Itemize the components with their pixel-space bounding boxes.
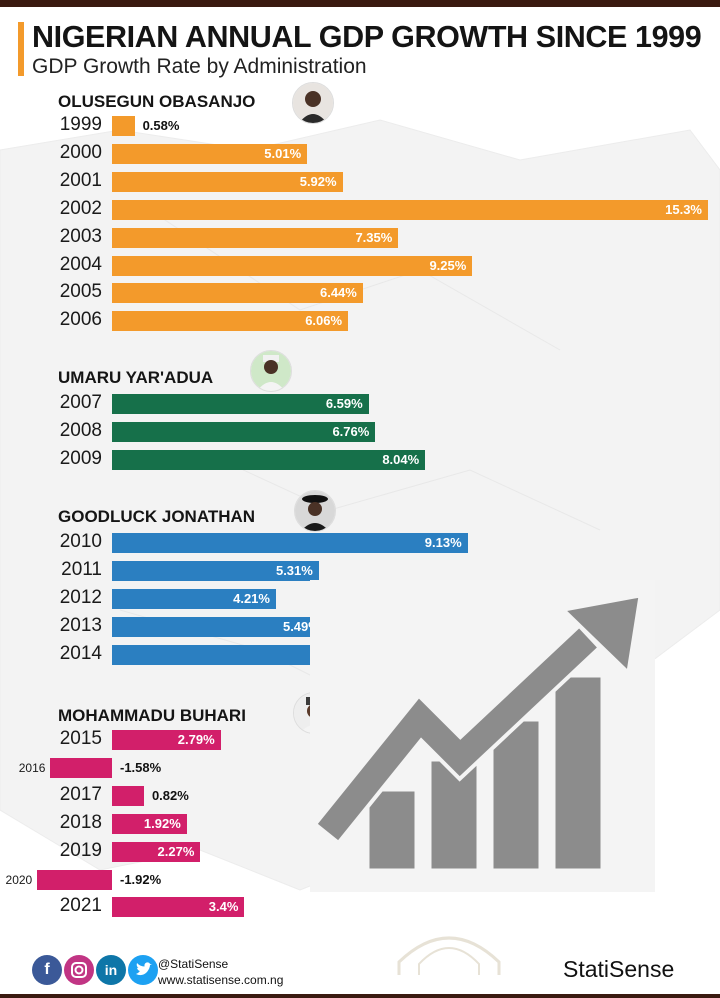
year-label-2019: 2019 xyxy=(59,839,102,861)
value-label-2010: 9.13% xyxy=(424,535,462,550)
year-label-2009: 2009 xyxy=(59,447,102,469)
title-accent-bar xyxy=(18,22,24,76)
year-label-2005: 2005 xyxy=(59,281,102,303)
value-label-2001: 5.92% xyxy=(299,173,337,189)
value-label-2011: 5.31% xyxy=(275,562,313,578)
avatar-obasanjo xyxy=(292,82,334,124)
value-label-2000: 5.01% xyxy=(264,145,302,161)
year-label-2004: 2004 xyxy=(59,253,102,275)
bar-2009 xyxy=(112,449,426,470)
bar-2018 xyxy=(112,813,187,834)
bar-2013 xyxy=(112,616,326,637)
admin-name-buhari: MOHAMMADU BUHARI xyxy=(58,706,246,725)
bottom-border xyxy=(0,994,720,998)
growth-chart-graphic xyxy=(310,580,655,892)
watermark-logo xyxy=(397,936,501,975)
website-url[interactable]: www.statisense.com.ng xyxy=(158,973,284,987)
bar-2012 xyxy=(112,588,276,609)
bar-2002 xyxy=(112,199,708,220)
brand-logo: StatiSense xyxy=(563,956,675,982)
avatar-jonathan xyxy=(294,490,336,532)
bar-2007 xyxy=(112,394,369,414)
bar-2006 xyxy=(112,311,349,332)
value-label-2015: 2.79% xyxy=(177,732,215,747)
bar-2014 xyxy=(112,644,355,665)
bar-2010 xyxy=(112,533,468,553)
bar-2001 xyxy=(112,171,343,192)
year-label-2020: 2020 xyxy=(5,872,33,887)
bar-2000 xyxy=(112,143,308,164)
year-label-2015: 2015 xyxy=(59,728,102,749)
year-label-2003: 2003 xyxy=(59,225,102,247)
year-label-1999: 1999 xyxy=(59,114,102,135)
bar-2004 xyxy=(112,255,473,276)
admin-name-jonathan: GOODLUCK JONATHAN xyxy=(58,507,256,526)
year-label-2001: 2001 xyxy=(59,169,102,191)
value-label-2007: 6.59% xyxy=(325,396,363,411)
value-label-2019: 2.27% xyxy=(157,843,195,859)
year-label-2016: 2016 xyxy=(18,760,46,775)
year-label-2008: 2008 xyxy=(59,419,102,441)
value-label-2016: -1.58% xyxy=(120,759,162,775)
top-border xyxy=(0,0,720,7)
value-label-2012: 4.21% xyxy=(233,590,270,606)
bar-2008 xyxy=(112,421,376,442)
year-label-2018: 2018 xyxy=(59,811,102,833)
value-label-1999: 0.58% xyxy=(142,118,180,133)
value-label-2013: 5.49% xyxy=(282,618,320,634)
year-label-2012: 2012 xyxy=(59,586,102,608)
year-label-2017: 2017 xyxy=(59,783,102,805)
value-label-2018: 1.92% xyxy=(143,815,181,831)
value-label-2008: 6.76% xyxy=(332,423,370,439)
bar-2021 xyxy=(112,897,245,918)
bar-2019 xyxy=(112,841,201,862)
avatar-yaradua xyxy=(250,350,292,392)
facebook-icon[interactable]: f xyxy=(32,955,62,985)
twitter-icon[interactable] xyxy=(128,955,158,985)
value-label-2020: -1.92% xyxy=(120,871,162,887)
year-label-2000: 2000 xyxy=(59,141,102,163)
year-label-2006: 2006 xyxy=(59,309,102,331)
value-label-2004: 9.25% xyxy=(429,257,467,273)
year-label-2007: 2007 xyxy=(59,392,102,413)
year-label-2011: 2011 xyxy=(61,558,102,580)
value-label-2017: 0.82% xyxy=(151,787,189,803)
bar-2005 xyxy=(112,283,363,304)
bar-1999 xyxy=(112,116,135,136)
page-title: NIGERIAN ANNUAL GDP GROWTH SINCE 1999 xyxy=(32,20,702,54)
year-label-2021: 2021 xyxy=(59,895,102,917)
year-label-2002: 2002 xyxy=(59,197,102,219)
instagram-icon[interactable] xyxy=(64,955,94,985)
admin-name-obasanjo: OLUSEGUN OBASANJO xyxy=(58,92,256,111)
bar-2011 xyxy=(112,560,319,581)
admin-name-yaradua: UMARU YAR'ADUA xyxy=(58,368,214,387)
year-label-2013: 2013 xyxy=(59,614,102,636)
value-label-2002: 15.3% xyxy=(665,201,702,217)
value-label-2005: 6.44% xyxy=(319,285,357,301)
year-label-2010: 2010 xyxy=(59,531,102,552)
bar-2020 xyxy=(37,869,112,890)
value-label-2021: 3.4% xyxy=(208,899,239,915)
bar-2003 xyxy=(112,227,399,248)
year-label-2014: 2014 xyxy=(59,642,102,664)
value-label-2006: 6.06% xyxy=(305,313,343,329)
value-label-2003: 7.35% xyxy=(355,229,393,245)
linkedin-icon[interactable]: in xyxy=(96,955,126,985)
page-subtitle: GDP Growth Rate by Administration xyxy=(32,55,367,78)
bar-2016 xyxy=(50,757,112,778)
social-handle[interactable]: @StatiSense xyxy=(158,957,229,971)
bar-2015 xyxy=(112,730,221,750)
bar-2017 xyxy=(112,785,144,806)
value-label-2009: 8.04% xyxy=(382,451,420,467)
